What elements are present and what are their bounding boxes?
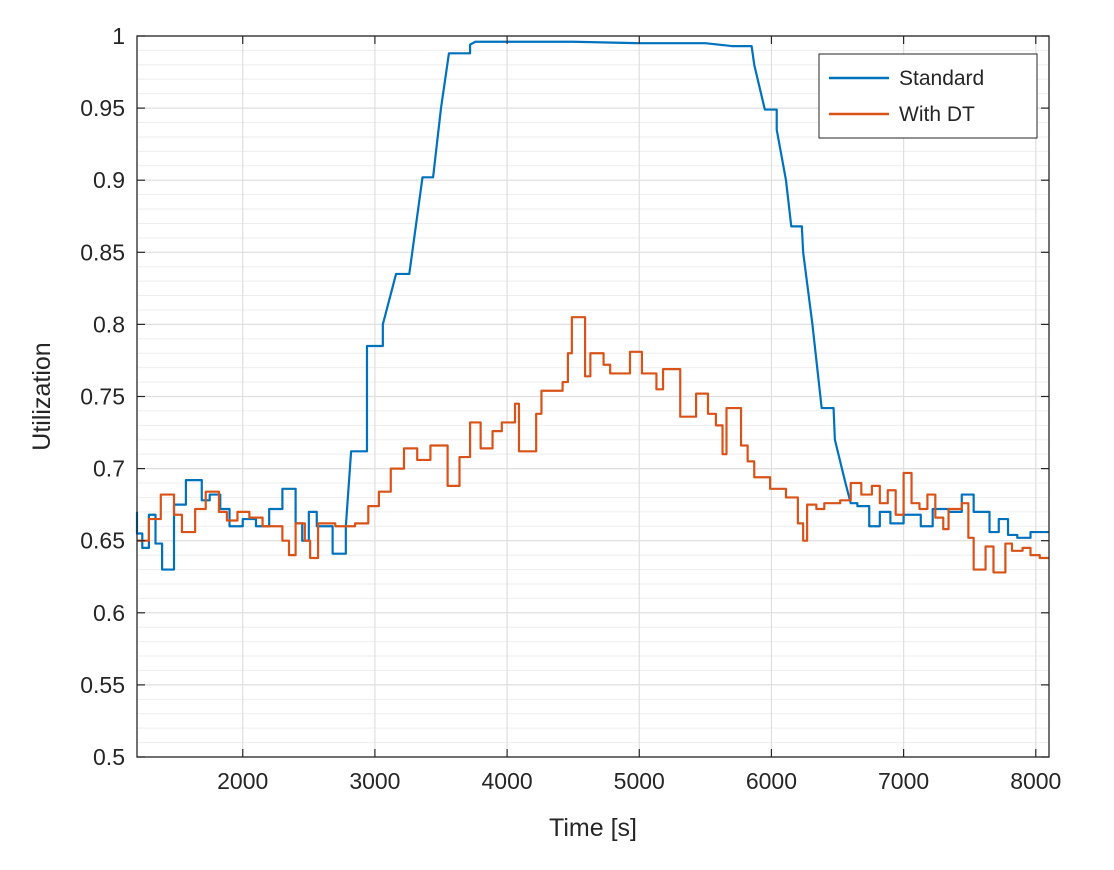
- legend-label: With DT: [899, 103, 975, 126]
- y-tick-label: 0.55: [80, 672, 125, 698]
- x-tick-label: 8000: [1010, 768, 1061, 794]
- x-axis-title: Time [s]: [549, 814, 637, 842]
- y-tick-label: 0.5: [93, 744, 125, 770]
- series-line-standard: [135, 40, 1049, 571]
- y-tick-label: 1: [112, 23, 125, 49]
- y-tick-label: 0.9: [93, 167, 125, 193]
- y-tick-label: 0.65: [80, 528, 125, 554]
- y-tick-label: 0.7: [93, 456, 125, 482]
- legend: Standard With DT: [818, 53, 1038, 139]
- x-tick-label: 3000: [349, 768, 400, 794]
- y-tick-label: 0.8: [93, 311, 125, 337]
- x-tick-label: 7000: [878, 768, 929, 794]
- legend-box: [818, 53, 1038, 139]
- series-line-with-dt: [137, 316, 1049, 574]
- legend-label: Standard: [899, 67, 984, 90]
- y-tick-label: 0.6: [93, 600, 125, 626]
- series-group: [135, 40, 1049, 574]
- y-axis-title: Utilization: [28, 342, 56, 450]
- x-tick-label: 2000: [217, 768, 268, 794]
- x-tick-label: 6000: [746, 768, 797, 794]
- y-tick-label: 0.95: [80, 95, 125, 121]
- x-tick-label: 4000: [482, 768, 533, 794]
- x-tick-label: 5000: [614, 768, 665, 794]
- y-tick-label: 0.75: [80, 384, 125, 410]
- axes: [136, 35, 1050, 758]
- y-tick-label: 0.85: [80, 239, 125, 265]
- tick-labels: 2000 3000 4000 5000 6000 7000 8000 0.5 0.55 0.6 0.…: [80, 23, 1061, 794]
